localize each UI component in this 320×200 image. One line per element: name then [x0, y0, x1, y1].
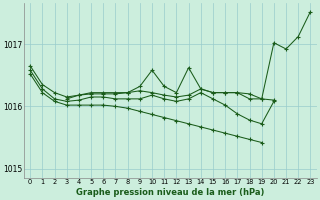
X-axis label: Graphe pression niveau de la mer (hPa): Graphe pression niveau de la mer (hPa): [76, 188, 265, 197]
